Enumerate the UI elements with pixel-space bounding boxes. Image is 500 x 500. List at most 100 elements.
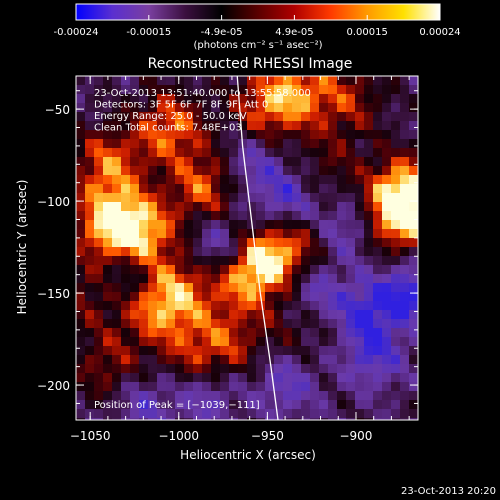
heatmap-cell (76, 328, 85, 337)
heatmap-cell (319, 175, 328, 184)
heatmap-cell (130, 346, 139, 355)
heatmap-cell (112, 256, 121, 265)
heatmap-cell (247, 157, 256, 166)
heatmap-cell (229, 121, 238, 130)
heatmap-cell (175, 184, 184, 193)
heatmap-cell (400, 103, 409, 112)
heatmap-cell (85, 202, 94, 211)
heatmap-cell (103, 382, 112, 391)
heatmap-cell (94, 157, 103, 166)
heatmap-cell (292, 130, 301, 139)
heatmap-cell (274, 175, 283, 184)
heatmap-cell (301, 238, 310, 247)
heatmap-cell (274, 247, 283, 256)
heatmap-cell (265, 211, 274, 220)
heatmap-cell (220, 76, 229, 85)
heatmap-cell (292, 139, 301, 148)
heatmap-cell (382, 292, 391, 301)
heatmap-cell (238, 292, 247, 301)
heatmap-cell (346, 346, 355, 355)
heatmap-cell (409, 112, 418, 121)
heatmap-cell (238, 400, 247, 409)
heatmap-cell (409, 382, 418, 391)
heatmap-cell (157, 373, 166, 382)
heatmap-cell (265, 400, 274, 409)
heatmap-cell (400, 400, 409, 409)
heatmap-cell (103, 337, 112, 346)
heatmap-cell (193, 211, 202, 220)
heatmap-cell (76, 121, 85, 130)
heatmap-cell (274, 256, 283, 265)
heatmap-cell (94, 202, 103, 211)
heatmap-cell (94, 364, 103, 373)
heatmap-cell (166, 85, 175, 94)
heatmap-cell (103, 175, 112, 184)
heatmap-cell (283, 247, 292, 256)
y-tick-label: −100 (37, 195, 70, 209)
heatmap-cell (175, 139, 184, 148)
heatmap-cell (274, 364, 283, 373)
heatmap-cell (94, 337, 103, 346)
heatmap-cell (175, 400, 184, 409)
heatmap-cell (85, 382, 94, 391)
heatmap-cell (400, 247, 409, 256)
heatmap-cell (238, 94, 247, 103)
heatmap-cell (166, 373, 175, 382)
heatmap-cell (175, 247, 184, 256)
heatmap-cell (139, 184, 148, 193)
heatmap-cell (193, 382, 202, 391)
heatmap-cell (139, 211, 148, 220)
heatmap-cell (175, 256, 184, 265)
heatmap-cell (283, 346, 292, 355)
heatmap-cell (184, 346, 193, 355)
heatmap-cell (166, 121, 175, 130)
heatmap-cell (139, 319, 148, 328)
heatmap-cell (382, 238, 391, 247)
heatmap-cell (400, 346, 409, 355)
heatmap-cell (85, 148, 94, 157)
heatmap-cell (373, 274, 382, 283)
heatmap-cell (301, 391, 310, 400)
heatmap-cell (238, 202, 247, 211)
heatmap-cell (166, 238, 175, 247)
heatmap-cell (310, 130, 319, 139)
heatmap-cell (256, 247, 265, 256)
heatmap-cell (112, 76, 121, 85)
heatmap-cell (346, 184, 355, 193)
heatmap-cell (85, 139, 94, 148)
heatmap-cell (202, 121, 211, 130)
heatmap-cell (319, 328, 328, 337)
heatmap-cell (175, 418, 184, 420)
heatmap-cell (85, 319, 94, 328)
heatmap-cell (148, 130, 157, 139)
heatmap-cell (76, 301, 85, 310)
heatmap-cell (247, 310, 256, 319)
x-tick-label: −950 (251, 429, 284, 443)
heatmap-cell (247, 130, 256, 139)
heatmap-cell (139, 274, 148, 283)
heatmap-cell (346, 193, 355, 202)
heatmap-cell (400, 418, 409, 420)
heatmap-cell (391, 202, 400, 211)
heatmap-cell (247, 373, 256, 382)
heatmap-cell (130, 175, 139, 184)
heatmap-cell (139, 202, 148, 211)
heatmap-cell (382, 373, 391, 382)
heatmap-cell (382, 364, 391, 373)
heatmap-cell (211, 247, 220, 256)
heatmap-cell (355, 220, 364, 229)
heatmap-cell (229, 274, 238, 283)
heatmap-cell (166, 229, 175, 238)
heatmap-cell (400, 364, 409, 373)
heatmap-cell (382, 148, 391, 157)
heatmap-cell (139, 220, 148, 229)
heatmap-cell (283, 166, 292, 175)
heatmap-cell (193, 337, 202, 346)
heatmap-cell (346, 148, 355, 157)
heatmap-cell (310, 355, 319, 364)
heatmap-cell (121, 94, 130, 103)
heatmap-cell (382, 382, 391, 391)
heatmap-cell (121, 391, 130, 400)
heatmap-cell (391, 274, 400, 283)
heatmap-cell (76, 355, 85, 364)
